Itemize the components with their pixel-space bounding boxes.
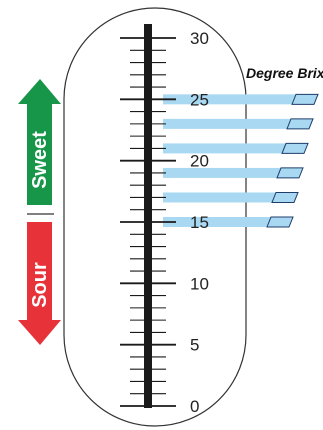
scale-label: 15 [190,213,209,232]
degree-brix-title: Degree Brix [246,65,323,81]
sour-arrow-shape [18,222,61,345]
scale-label: 30 [190,29,209,48]
brix-band-tab [286,118,314,130]
sweet-arrow-shape [18,79,61,205]
scale-bar [144,24,152,408]
scale-label: 25 [190,90,209,109]
brix-band [163,167,285,178]
sweet-arrow: Sweet [18,79,61,205]
brix-band-tab [281,142,309,154]
brix-band [163,118,295,129]
brix-band-tab [271,191,299,203]
brix-band-tab [291,93,319,105]
brix-scale: 0 5 10 15 20 25 30 [120,24,209,416]
scale-label: 5 [190,336,199,355]
brix-band [163,192,280,203]
scale-label: 20 [190,152,209,171]
brix-band [163,143,290,154]
sweet-label: Sweet [29,131,51,189]
sour-label: Sour [29,262,51,308]
brix-band [163,94,300,105]
brix-bands [163,93,319,228]
brix-band-tab [276,167,304,179]
brix-band [163,217,275,227]
scale-label: 10 [190,274,209,293]
scale-label: 0 [190,397,199,416]
sour-arrow: Sour [18,222,61,345]
brix-band-tab [266,216,294,228]
